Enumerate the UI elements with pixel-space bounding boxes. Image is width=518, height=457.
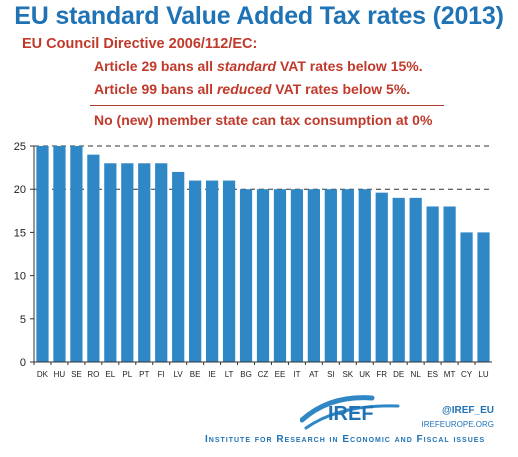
x-tick-label-SE: SE [71,370,82,379]
x-tick-label-SI: SI [327,370,335,379]
x-tick-label-ES: ES [427,370,438,379]
institute-name: Institute for Research in Economic and F… [205,434,486,445]
x-tick-label-NL: NL [411,370,422,379]
article-29-suffix: VAT rates below 15%. [276,58,423,74]
twitter-handle: @IREF_EU [442,405,494,416]
y-axis: 0 5 10 15 20 25 [14,141,492,369]
bar-FR [375,192,388,362]
website-link: IREFEUROPE.ORG [421,420,494,429]
article-29-note: Article 29 bans all standard VAT rates b… [94,58,423,74]
bar-PT [138,163,151,362]
logo-text: IREF [328,403,374,425]
article-99-emphasis: reduced [216,81,272,97]
x-tick-label-DK: DK [37,370,49,379]
x-tick-label-EE: EE [275,370,286,379]
bar-IE [206,180,219,362]
bar-NL [409,197,422,362]
article-29-prefix: Article 29 bans all [94,58,217,74]
article-29-emphasis: standard [216,58,277,74]
bar-HU [53,146,66,362]
bar-LU [477,232,490,362]
bar-MT [443,206,456,362]
bar-CY [460,232,473,362]
bars [36,146,490,362]
bar-LT [222,180,236,362]
bar-SE [70,146,83,362]
x-tick-label-EL: EL [105,370,115,379]
bar-CZ [256,189,270,362]
x-tick-label-PT: PT [139,370,149,379]
reference-lines [34,145,492,190]
article-99-prefix: Article 99 bans all [94,81,217,97]
directive-note: EU Council Directive 2006/112/EC: [22,36,258,52]
article-99-suffix: VAT rates below 5%. [271,81,411,97]
y-tick-label-20: 20 [14,184,26,196]
bar-RO [87,154,100,362]
x-tick-label-IT: IT [293,370,300,379]
x-axis-labels: DK HU SE RO EL PL PT FI LV BE IE LT BG CZ EE IT AT SI SK UK… [33,362,489,379]
article-99-note: Article 99 bans all reduced VAT rates be… [94,81,410,97]
x-tick-label-SK: SK [342,370,353,379]
conclusion-note: No (new) member state can tax consumptio… [94,112,433,128]
notes-divider [90,105,444,106]
y-tick-label-0: 0 [20,357,26,369]
bar-SI [324,189,337,362]
bar-DK [36,146,49,362]
x-tick-label-HU: HU [54,370,66,379]
bar-EL [104,163,117,362]
iref-logo: IREF [299,390,410,435]
x-tick-label-CY: CY [461,370,473,379]
y-tick-label-25: 25 [14,141,26,153]
bar-BG [239,189,253,362]
bar-IT [290,189,304,362]
bar-FI [155,163,168,362]
x-tick-label-LT: LT [225,370,234,379]
x-tick-label-FR: FR [376,370,387,379]
bar-SK [341,189,354,362]
x-tick-label-LU: LU [478,370,488,379]
x-tick-label-FI: FI [158,370,165,379]
chart-title: EU standard Value Added Tax rates (2013) [14,2,504,30]
bar-LV [172,171,185,362]
bar-AT [307,189,320,362]
y-tick-label-5: 5 [20,314,26,326]
x-tick-label-UK: UK [359,370,371,379]
x-tick-label-AT: AT [309,370,319,379]
x-tick-label-BE: BE [190,370,201,379]
x-tick-label-PL: PL [122,370,132,379]
x-tick-label-DE: DE [393,370,404,379]
x-tick-label-IE: IE [208,370,216,379]
y-tick-label-15: 15 [14,227,26,239]
bar-EE [273,189,287,362]
bar-BE [189,180,202,362]
bar-DE [392,197,405,362]
x-tick-label-BG: BG [240,370,252,379]
bar-UK [358,189,371,362]
bar-PL [121,163,134,362]
x-tick-label-RO: RO [87,370,99,379]
x-tick-label-MT: MT [444,370,456,379]
x-tick-label-CZ: CZ [258,370,269,379]
x-tick-label-LV: LV [174,370,184,379]
y-tick-label-10: 10 [14,271,26,283]
bar-ES [426,206,439,362]
